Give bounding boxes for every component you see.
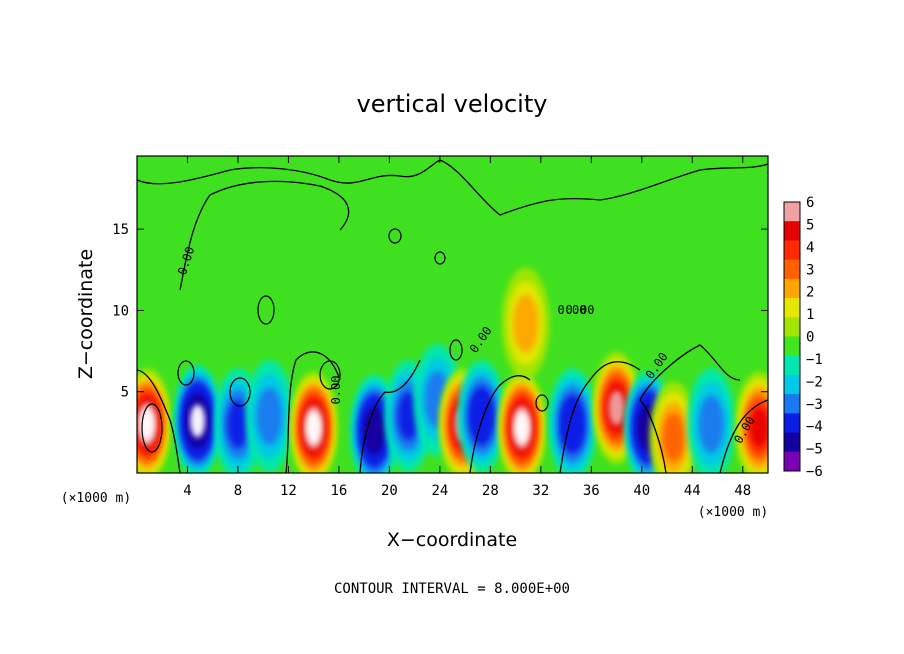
colorbar-label: 5 [806, 217, 814, 233]
colorbar-label: −3 [806, 397, 823, 413]
colorbar-label: 4 [806, 240, 814, 256]
x-tick-label: 44 [684, 483, 701, 499]
colorbar-swatch [784, 317, 800, 337]
contour-loop [535, 394, 549, 412]
heat-cell [649, 381, 698, 473]
colorbar-swatch [784, 451, 800, 472]
colorbar-swatch [784, 202, 800, 222]
x-tick-label: 32 [532, 483, 549, 499]
heat-cell [289, 371, 338, 473]
x-tick-label: 24 [431, 483, 448, 499]
colorbar-label: −2 [806, 374, 823, 390]
contour-loop [319, 360, 341, 390]
colorbar-label: −4 [806, 419, 823, 435]
chart-title: vertical velocity [357, 90, 548, 118]
heatmap-cells [137, 267, 768, 473]
contour-label: 0.00 [558, 303, 587, 317]
contour-line [469, 375, 531, 473]
contour-line [559, 361, 641, 473]
x-tick-label: 20 [381, 483, 398, 499]
x-axis-label: X−coordinate [387, 529, 517, 551]
colorbar-label: −1 [806, 352, 823, 368]
colorbar-label: 6 [806, 195, 814, 211]
contour-line [179, 180, 350, 291]
x-tick-label: 36 [583, 483, 600, 499]
colorbar-label: 2 [806, 285, 814, 301]
y-axis-ticks: 5 10 15 [112, 222, 768, 401]
contour-loop [388, 228, 402, 244]
y-axis-label: Z−coordinate [75, 249, 97, 379]
zero-contours [137, 159, 768, 473]
contour-line [439, 159, 768, 216]
contour-interval-note: CONTOUR INTERVAL = 8.000E+00 [334, 581, 570, 597]
colorbar-label: 0 [806, 330, 814, 346]
colorbar-label: −6 [806, 464, 823, 480]
contour-line [639, 344, 741, 473]
heat-cell [173, 364, 222, 473]
x-tick-label: 4 [183, 483, 191, 499]
colorbar-swatch [784, 336, 800, 357]
colorbar-swatch [784, 240, 800, 261]
x-tick-label: 12 [280, 483, 297, 499]
contour-line [359, 359, 421, 473]
colorbar-swatch [784, 394, 800, 414]
colorbar-swatch [784, 221, 800, 241]
contour-label: 0.00 [329, 376, 343, 405]
contour-loop [141, 403, 163, 453]
heat-cell [245, 360, 294, 473]
contour-label: 0.00 [566, 303, 595, 317]
x-tick-label: 16 [330, 483, 347, 499]
y-tick-label: 15 [112, 222, 129, 238]
heat-cell [548, 368, 597, 473]
x-unit-right: (×1000 m) [698, 505, 768, 520]
contour-loop [449, 339, 463, 361]
heat-cell [457, 360, 506, 473]
heat-cell [687, 368, 736, 473]
contour-line [719, 399, 768, 473]
x-tick-label: 40 [633, 483, 650, 499]
colorbar-swatch [784, 259, 800, 280]
colorbar-frame [783, 201, 801, 472]
x-tick-label: 48 [734, 483, 751, 499]
contour-loop [229, 377, 251, 407]
heat-cell [497, 371, 546, 473]
colorbar-swatch [784, 432, 800, 453]
colorbar-swatch [784, 413, 800, 434]
contour-line [137, 159, 441, 185]
contour-loop [177, 360, 195, 386]
heat-cell [137, 368, 172, 473]
colorbar-swatch [784, 298, 800, 318]
colorbar-swatch [784, 278, 800, 299]
x-unit-left: (×1000 m) [61, 491, 131, 506]
colorbar-swatch [784, 355, 800, 376]
y-tick-label: 10 [112, 303, 129, 319]
colorbar-label: −5 [806, 442, 823, 458]
colorbar-label: 3 [806, 262, 814, 278]
y-tick-label: 5 [121, 385, 129, 401]
x-tick-label: 8 [234, 483, 242, 499]
plot-frame [136, 155, 769, 474]
contour-line [137, 369, 181, 473]
colorbar-swatch [784, 374, 800, 395]
heat-cell [501, 267, 550, 380]
x-tick-label: 28 [482, 483, 499, 499]
contour-line [285, 351, 341, 473]
colorbar: 6 5 4 3 2 1 0 −1 −2 −3 −4 −5 −6 [783, 195, 823, 480]
contour-loop [257, 295, 275, 325]
x-axis-ticks: 4 8 12 16 20 24 28 32 36 40 44 48 [183, 156, 751, 499]
colorbar-label: 1 [806, 307, 814, 323]
contour-loop [434, 251, 446, 265]
